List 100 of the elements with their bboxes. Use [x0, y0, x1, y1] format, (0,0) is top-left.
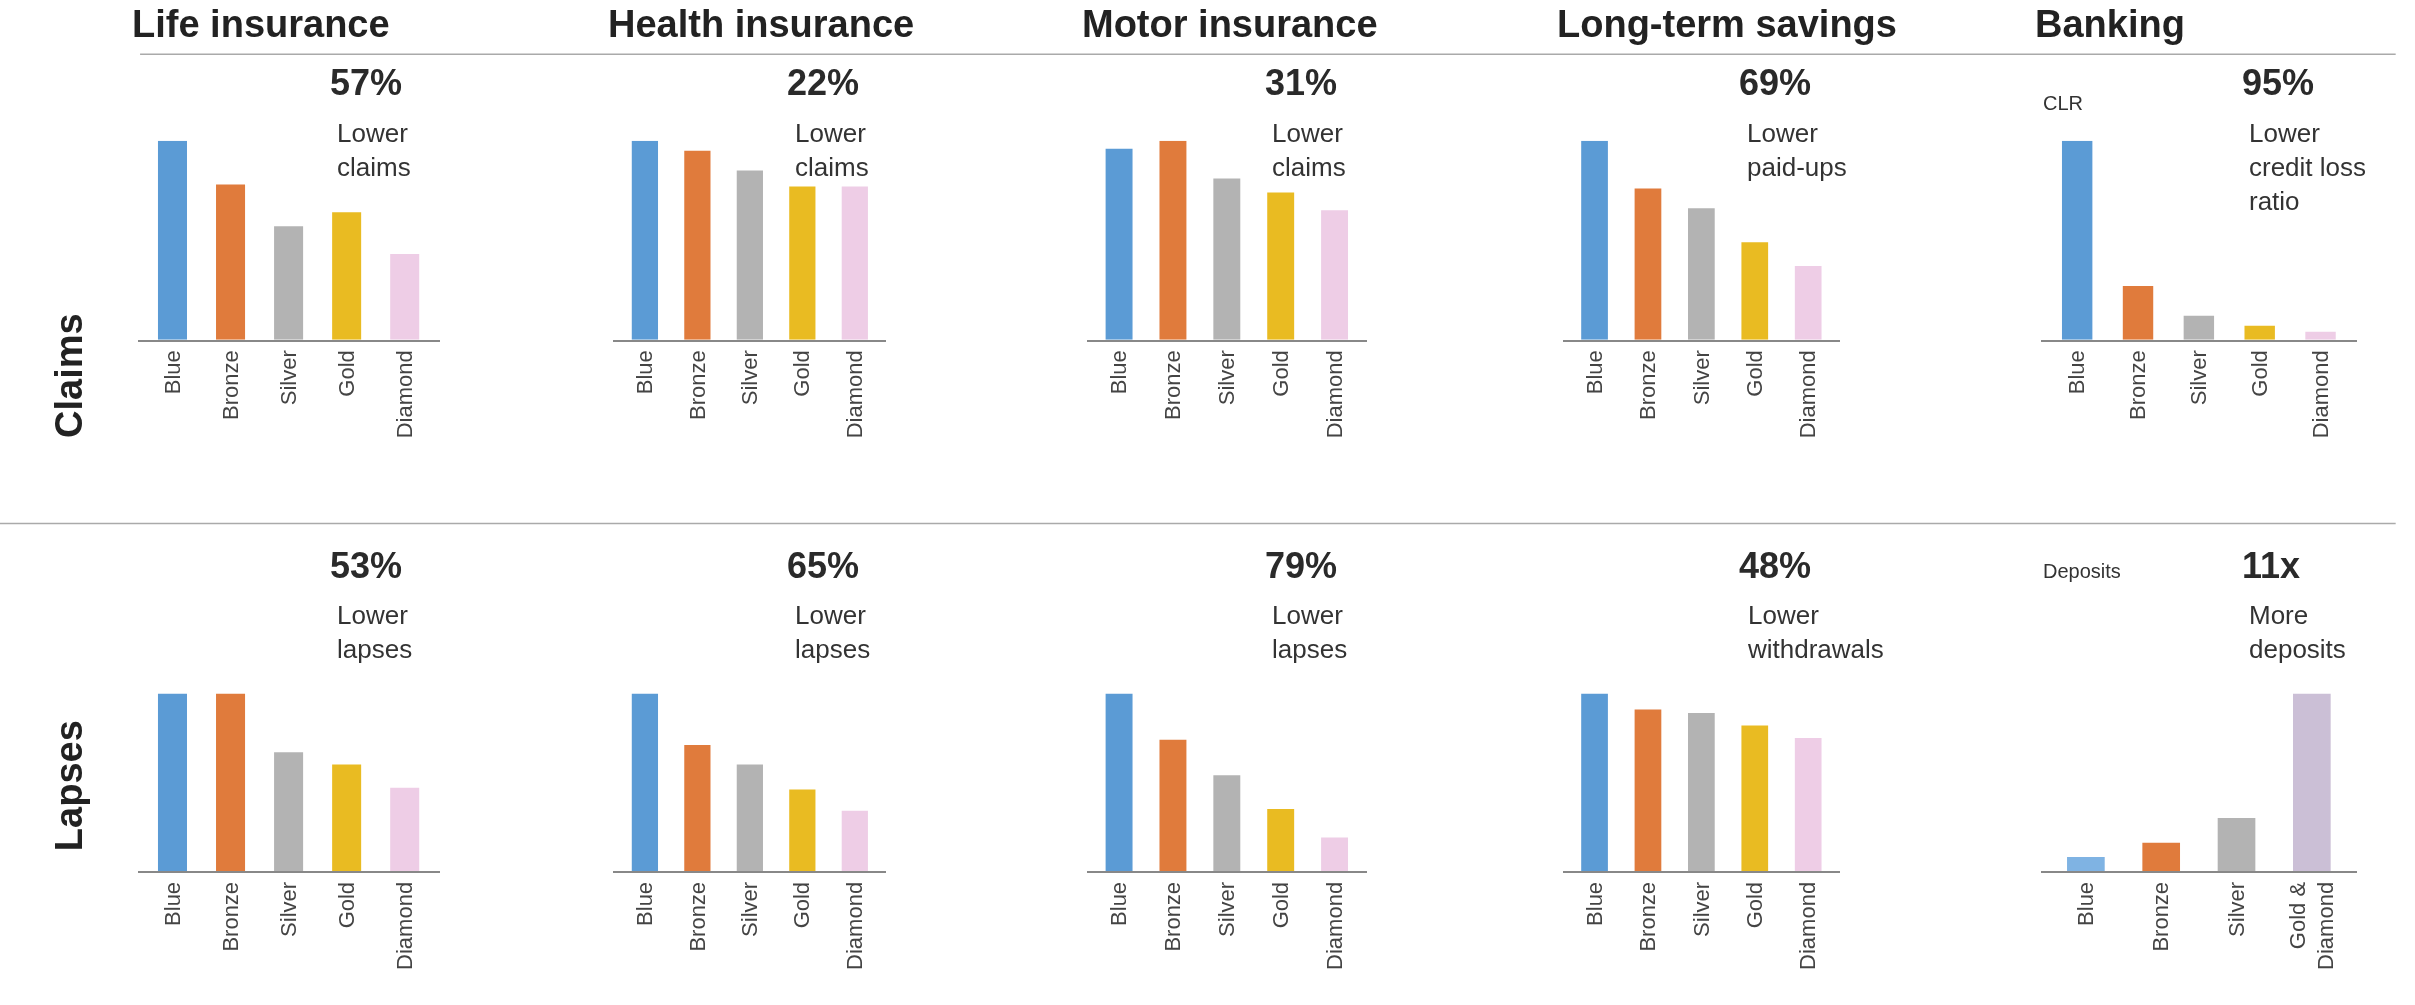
chart-title: Health insurance	[608, 3, 915, 45]
x-tick-label: Bronze	[1635, 881, 1661, 952]
annotation: Lower claims	[337, 118, 411, 182]
annotation: Lower paid-ups	[1747, 118, 1847, 182]
x-tick-label: Diamond	[391, 881, 417, 970]
text: Lower lapses	[1272, 600, 1348, 664]
x-tick-label: Gold	[333, 350, 359, 397]
bar	[1267, 809, 1295, 872]
bar	[736, 170, 763, 340]
bar	[631, 693, 659, 872]
bar	[390, 787, 420, 872]
chart-title: Life insurance	[132, 3, 390, 45]
bar	[216, 184, 246, 340]
bar	[2061, 140, 2093, 340]
bar	[1741, 242, 1769, 340]
bar	[1688, 713, 1715, 872]
bar	[789, 186, 816, 340]
bar	[841, 186, 868, 340]
bar	[157, 140, 187, 340]
y-axis-title: Claims	[47, 313, 90, 438]
bar	[1105, 693, 1133, 872]
x-tick-label: Gold & Diamond	[2284, 881, 2339, 970]
text: 22%	[787, 62, 860, 103]
x-tick-label: Silver	[1213, 350, 1239, 406]
x-tick-label: Blue	[159, 881, 185, 926]
bar	[1213, 775, 1241, 872]
x-tick-label: Bronze	[684, 350, 710, 420]
bar	[1159, 739, 1187, 872]
bar	[1634, 709, 1662, 872]
y-axis-title: Deposits	[2043, 560, 2121, 582]
bar	[390, 254, 420, 340]
bar	[1634, 188, 1662, 340]
x-tick-label: Blue	[2073, 881, 2099, 926]
x-tick-label: Bronze	[1635, 350, 1661, 420]
chart-title: Motor insurance	[1082, 3, 1378, 45]
bar	[1267, 192, 1295, 340]
x-tick-label: Gold	[1267, 881, 1293, 929]
x-tick-label: Bronze	[684, 881, 710, 952]
x-tick-label: Diamond	[841, 350, 867, 439]
bar	[684, 150, 711, 340]
x-tick-label: Diamond	[2307, 350, 2333, 439]
bar	[1794, 266, 1822, 340]
bar	[332, 212, 362, 340]
text: 31%	[1265, 62, 1338, 103]
x-tick-label: Silver	[275, 881, 301, 937]
annotation: Lower claims	[795, 118, 869, 182]
chart-title: Banking	[2035, 3, 2185, 45]
x-tick-label: Gold	[1741, 350, 1767, 397]
x-tick-label: Blue	[1581, 350, 1607, 395]
x-tick-label: Gold	[789, 350, 815, 397]
bar	[332, 764, 362, 872]
x-tick-label: Blue	[159, 350, 185, 395]
x-tick-label: Blue	[2064, 350, 2090, 395]
x-tick-label: Silver	[275, 350, 301, 406]
bar	[2067, 857, 2105, 872]
bar	[1741, 725, 1769, 872]
text: More deposits	[2249, 600, 2346, 664]
bar	[2183, 315, 2215, 340]
x-tick-label: Blue	[1106, 881, 1132, 926]
bar	[274, 226, 304, 340]
x-tick-label: Diamond	[1795, 350, 1821, 439]
x-tick-label: Diamond	[391, 350, 417, 439]
bar	[274, 752, 304, 872]
x-tick-label: Bronze	[217, 350, 243, 420]
bar	[2122, 285, 2154, 340]
annotation: Lower claims	[1272, 118, 1346, 182]
text: Lower withdrawals	[1747, 600, 1884, 664]
x-tick-label: Silver	[2223, 881, 2249, 937]
x-tick-label: Silver	[737, 881, 763, 937]
x-tick-label: Blue	[632, 881, 658, 926]
y-axis-title: Lapses	[47, 720, 90, 852]
text: Lower lapses	[795, 600, 871, 664]
x-tick-label: Blue	[1581, 881, 1607, 926]
text: 65%	[787, 545, 860, 586]
bar	[631, 140, 659, 340]
x-tick-label: Silver	[2186, 350, 2211, 406]
x-tick-label: Bronze	[2148, 881, 2174, 952]
bar	[789, 789, 816, 872]
x-tick-label: Gold	[333, 881, 359, 929]
bar	[2293, 693, 2331, 872]
x-tick-label: Gold	[2246, 350, 2272, 397]
text: 57%	[330, 62, 403, 103]
bar	[216, 693, 246, 872]
bar	[736, 764, 763, 872]
bar	[2305, 331, 2336, 340]
x-tick-label: Silver	[1688, 350, 1714, 406]
x-tick-label: Bronze	[1160, 881, 1186, 952]
bar	[2142, 842, 2181, 872]
bar	[1688, 208, 1715, 340]
bar	[1105, 148, 1133, 340]
x-tick-label: Gold	[1741, 881, 1767, 929]
bar	[1159, 140, 1187, 340]
bar	[157, 693, 187, 872]
bar	[841, 810, 868, 872]
x-tick-label: Diamond	[1321, 350, 1347, 439]
text: 53%	[330, 545, 403, 586]
bar	[1794, 737, 1822, 872]
y-axis-title: CLR	[2043, 92, 2084, 114]
x-tick-label: Silver	[737, 350, 763, 406]
x-tick-label: Blue	[632, 350, 658, 395]
